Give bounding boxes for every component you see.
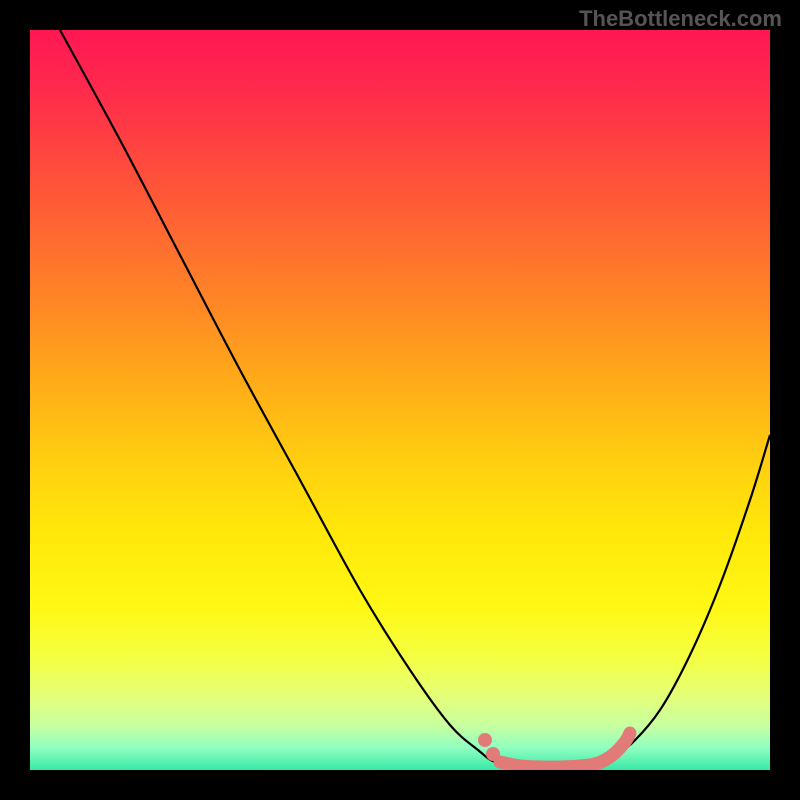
highlight-markers [478, 733, 630, 767]
bottleneck-curve [60, 30, 770, 767]
chart-curve-layer [30, 30, 770, 770]
watermark-text: TheBottleneck.com [579, 6, 782, 32]
chart-plot-area [30, 30, 770, 770]
